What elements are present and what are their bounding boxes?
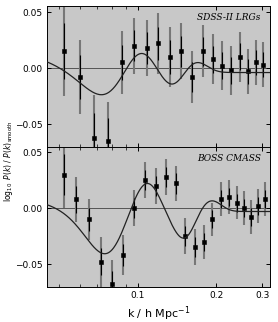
Text: SDSS-II LRGs: SDSS-II LRGs [197,14,261,23]
Text: BOSS CMASS: BOSS CMASS [197,154,261,163]
X-axis label: k / h Mpc$^{-1}$: k / h Mpc$^{-1}$ [127,305,190,322]
Text: $\log_{10}\ P(k)\ /\ P(k)_{\rm smooth}$: $\log_{10}\ P(k)\ /\ P(k)_{\rm smooth}$ [2,120,15,202]
